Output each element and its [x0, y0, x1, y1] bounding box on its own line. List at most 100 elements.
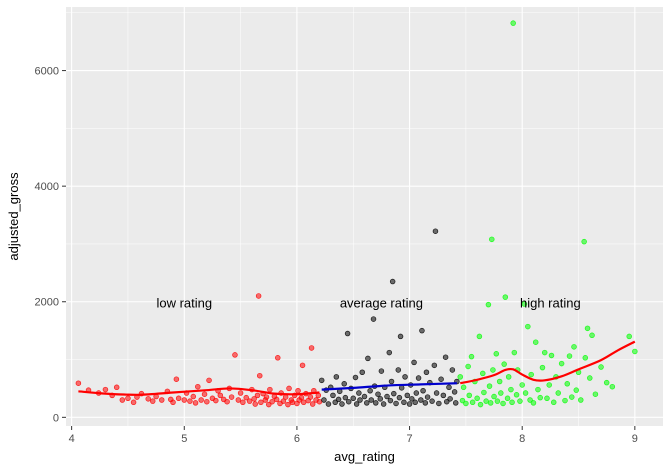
average-rating-point: [438, 376, 444, 382]
average-rating-point: [384, 393, 390, 400]
average-rating-point: [397, 333, 404, 340]
high-rating-point: [569, 394, 575, 400]
high-rating-point: [571, 344, 577, 350]
low-rating-point: [258, 399, 264, 406]
average-rating-point: [446, 384, 452, 391]
low-rating-point: [195, 383, 201, 390]
high-rating-point: [539, 364, 546, 371]
annotations: low rating average rating high rating: [156, 295, 580, 310]
average-rating-point: [411, 359, 417, 366]
average-rating-point: [391, 390, 397, 397]
average-rating-point: [387, 397, 394, 404]
high-rating-point: [494, 398, 501, 404]
high-rating-point: [532, 339, 539, 345]
average-rating-point: [370, 316, 377, 322]
high-rating-point: [546, 382, 552, 388]
high-rating-point: [487, 400, 494, 406]
average-rating-point: [440, 392, 447, 399]
y-tick-label: 6000: [35, 66, 59, 78]
average-rating-point: [412, 399, 418, 406]
high-rating-point: [598, 364, 604, 370]
high-rating-point: [500, 400, 506, 407]
high-rating-point: [459, 397, 466, 404]
high-rating-point: [564, 381, 571, 387]
low-rating-point: [235, 397, 242, 403]
average-rating-point: [389, 278, 396, 285]
high-rating-point: [589, 332, 595, 339]
high-rating-point: [626, 333, 632, 340]
x-tick-label: 8: [519, 433, 525, 445]
low-rating-point: [308, 345, 315, 351]
x-axis-title: avg_rating: [334, 449, 395, 464]
high-rating-point: [510, 20, 516, 26]
low-rating-point: [275, 355, 281, 361]
low-rating-point: [269, 398, 275, 405]
low-rating-point: [267, 386, 273, 393]
low-rating-point: [119, 397, 126, 403]
average-rating-point: [344, 330, 351, 337]
low-rating-point: [286, 385, 292, 392]
low-rating-point: [246, 398, 253, 404]
average-rating-point: [431, 362, 438, 369]
high-rating-point: [480, 370, 486, 377]
annotation-label: average rating: [340, 295, 423, 310]
average-rating-point: [364, 400, 370, 406]
low-rating-point: [113, 384, 120, 391]
average-rating-point: [378, 368, 385, 374]
average-rating-point: [396, 394, 403, 401]
low-rating-point: [158, 397, 165, 403]
average-rating-point: [433, 390, 440, 396]
average-rating-point: [442, 354, 449, 360]
low-rating-point: [130, 399, 137, 406]
high-rating-point: [476, 333, 483, 340]
low-rating-point: [298, 394, 305, 401]
average-rating-point: [401, 399, 407, 406]
high-rating-point: [457, 374, 463, 380]
low-rating-point: [173, 376, 180, 382]
low-rating-point: [252, 401, 258, 407]
high-rating-point: [485, 301, 492, 308]
average-rating-point: [352, 374, 359, 381]
high-rating-point: [587, 375, 593, 381]
high-rating-point: [573, 387, 580, 393]
low-rating-point: [206, 377, 212, 384]
low-rating-point: [228, 394, 235, 400]
low-rating-point: [285, 401, 291, 408]
average-rating-point: [388, 378, 395, 385]
average-rating-point: [420, 387, 426, 394]
smooth-lines: [78, 340, 636, 396]
low-rating-point: [251, 396, 257, 402]
average-rating-point: [449, 367, 456, 373]
high-rating-point: [489, 236, 495, 243]
low-rating-point: [224, 398, 230, 405]
high-rating-point: [491, 393, 497, 400]
low-rating-point: [192, 400, 199, 406]
y-tick-label: 4000: [35, 181, 59, 193]
average-rating-point: [380, 401, 387, 407]
high-rating-point: [466, 392, 473, 399]
x-tick-label: 6: [294, 433, 300, 445]
high-rating-point: [609, 383, 616, 390]
average-rating-point: [406, 401, 413, 407]
high-rating-point: [481, 389, 487, 396]
panel-background: [66, 7, 663, 426]
y-tick-label: 0: [53, 412, 59, 424]
high-rating-point: [541, 349, 548, 356]
high-rating-point: [548, 352, 555, 359]
average-rating-point: [330, 392, 336, 399]
high-rating-point: [522, 390, 529, 396]
average-rating-point: [357, 397, 363, 403]
low-rating-point: [299, 362, 306, 369]
low-rating-point: [170, 399, 176, 406]
average-rating-point: [332, 399, 338, 406]
high-rating-point: [496, 378, 503, 385]
low-rating-point: [198, 397, 204, 403]
average-rating-point: [350, 395, 356, 402]
average-rating-point: [333, 374, 340, 380]
average-rating-point: [345, 398, 352, 405]
y-tick-label: 2000: [35, 297, 59, 309]
average-rating-point: [443, 398, 450, 405]
annotation-label: high rating: [520, 295, 581, 310]
low-rating-point: [263, 394, 270, 400]
high-rating-point: [521, 301, 528, 307]
